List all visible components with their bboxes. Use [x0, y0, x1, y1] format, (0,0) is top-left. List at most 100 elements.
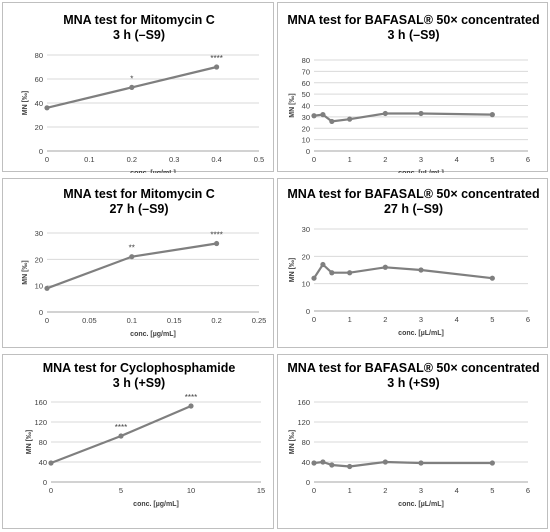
significance-label: ** — [129, 244, 135, 253]
y-axis-title: MN [‰] — [22, 91, 29, 116]
data-point — [418, 110, 424, 117]
data-point — [418, 267, 424, 273]
y-tick-label: 60 — [302, 79, 310, 88]
y-tick-label: 120 — [34, 418, 47, 427]
chart-svg: MNA test for Mitomycin C27 h (–S9) 0 10 20 3… — [22, 187, 267, 338]
significance-label: * — [130, 74, 133, 83]
data-point — [320, 261, 326, 268]
x-axis-title: conc. [µL/mL] — [398, 330, 444, 337]
y-tick-label: 30 — [302, 225, 310, 234]
y-axis-title: MN [‰] — [26, 430, 33, 455]
series-line — [313, 460, 493, 468]
data-point — [129, 254, 135, 260]
data-point — [320, 459, 326, 465]
chart-svg: MNA test for BAFASAL® 50× concentrated27… — [287, 187, 539, 337]
data-point — [44, 285, 50, 291]
data-point — [382, 110, 388, 117]
data-point — [311, 113, 317, 119]
y-tick-label: 60 — [35, 75, 43, 84]
chart-subtitle: 27 h (–S9) — [109, 202, 168, 216]
data-point — [347, 463, 353, 470]
x-tick-label: 0.4 — [211, 155, 221, 164]
data-point — [44, 105, 50, 111]
x-tick-label: 0.5 — [254, 155, 264, 164]
x-tick-label: 10 — [187, 486, 195, 495]
y-tick-label: 20 — [35, 123, 43, 132]
y-tick-label: 10 — [302, 280, 310, 289]
y-tick-label: 0 — [306, 307, 310, 316]
significance-label: **** — [185, 393, 197, 402]
x-tick-label: 6 — [526, 155, 530, 164]
y-tick-label: 30 — [302, 113, 310, 122]
y-tick-label: 0 — [43, 478, 47, 487]
y-tick-label: 50 — [302, 90, 310, 99]
x-tick-label: 15 — [257, 486, 265, 495]
x-tick-label: 1 — [348, 315, 352, 324]
chart-subtitle: 3 h (–S9) — [387, 28, 439, 42]
chart-panel-bafasal-27h: MNA test for BAFASAL® 50× concentrated 27… — [277, 178, 548, 348]
chart-title: MNA test for Mitomycin C — [63, 187, 215, 201]
series-line — [313, 112, 493, 123]
x-tick-label: 0.3 — [169, 155, 179, 164]
chart-title: MNA test for BAFASAL® 50× concentrated — [287, 361, 539, 375]
x-tick-label: 0 — [312, 486, 316, 495]
y-tick-label: 80 — [302, 438, 310, 447]
x-tick-label: 2 — [383, 486, 387, 495]
x-tick-label: 0 — [312, 155, 316, 164]
data-point — [347, 116, 353, 122]
x-tick-label: 0 — [45, 316, 49, 325]
y-tick-label: 80 — [39, 438, 47, 447]
x-tick-label: 0 — [49, 486, 53, 495]
y-tick-label: 0 — [306, 147, 310, 156]
chart-subtitle: 3 h (+S9) — [113, 376, 165, 390]
data-point — [329, 462, 335, 468]
y-tick-label: 0 — [306, 478, 310, 487]
chart-title: MNA test for BAFASAL® 50× concentrated — [287, 13, 539, 27]
data-point — [188, 403, 194, 409]
chart-svg: MNA test for BAFASAL® 50× concentrated3 … — [287, 361, 539, 508]
x-tick-label: 4 — [455, 315, 459, 324]
x-tick-label: 0.05 — [82, 316, 97, 325]
y-tick-label: 40 — [39, 458, 47, 467]
series-line — [313, 263, 493, 280]
data-point — [311, 460, 317, 466]
chart-panel-cyclophosphamide-3h: MNA test for Cyclophosphamide 3 h (+S9) 0 4… — [2, 354, 274, 529]
x-tick-label: 2 — [383, 155, 387, 164]
chart-subtitle: 3 h (–S9) — [113, 28, 165, 42]
y-tick-label: 20 — [302, 252, 310, 261]
chart-panel-bafasal-3h-plus-s9: MNA test for BAFASAL® 50× concentrated 3 … — [277, 354, 548, 529]
chart-panel-bafasal-3h-minus-s9: MNA test for BAFASAL® 50× concentrated 3 … — [277, 2, 548, 173]
y-tick-label: 160 — [34, 398, 47, 407]
x-axis-title: conc. [µg/mL] — [130, 331, 176, 338]
chart-svg: MNA test for BAFASAL® 50× concentrated3 … — [287, 13, 539, 173]
chart-svg: MNA test for Mitomycin C3 h (–S9) 0 20 40 60… — [22, 13, 264, 173]
y-tick-label: 160 — [297, 398, 310, 407]
significance-label: **** — [210, 54, 222, 63]
significance-label: **** — [210, 231, 222, 240]
chart-title: MNA test for Cyclophosphamide — [43, 361, 236, 375]
data-point — [118, 433, 124, 439]
data-point — [320, 112, 326, 118]
x-tick-label: 3 — [419, 315, 423, 324]
y-tick-label: 0 — [39, 308, 43, 317]
x-tick-label: 1 — [348, 486, 352, 495]
x-tick-label: 0 — [45, 155, 49, 164]
x-tick-label: 5 — [490, 155, 494, 164]
x-axis-title: conc. [µL/mL] — [398, 170, 444, 173]
chart-title: MNA test for Mitomycin C — [63, 13, 215, 27]
data-point — [214, 64, 220, 70]
significance-label: **** — [115, 423, 127, 432]
y-tick-label: 30 — [35, 229, 43, 238]
data-point — [347, 270, 353, 276]
x-tick-label: 3 — [419, 155, 423, 164]
x-axis-title: conc. [µL/mL] — [398, 501, 444, 508]
data-point — [382, 459, 388, 465]
chart-panel-mitomycin-27h: MNA test for Mitomycin C 27 h (–S9) 0 10 20 3… — [2, 178, 274, 348]
y-tick-label: 10 — [35, 282, 43, 291]
y-tick-label: 40 — [302, 458, 310, 467]
data-point — [48, 460, 54, 466]
x-tick-label: 4 — [455, 486, 459, 495]
y-tick-label: 70 — [302, 67, 310, 76]
x-tick-label: 0.25 — [252, 316, 267, 325]
